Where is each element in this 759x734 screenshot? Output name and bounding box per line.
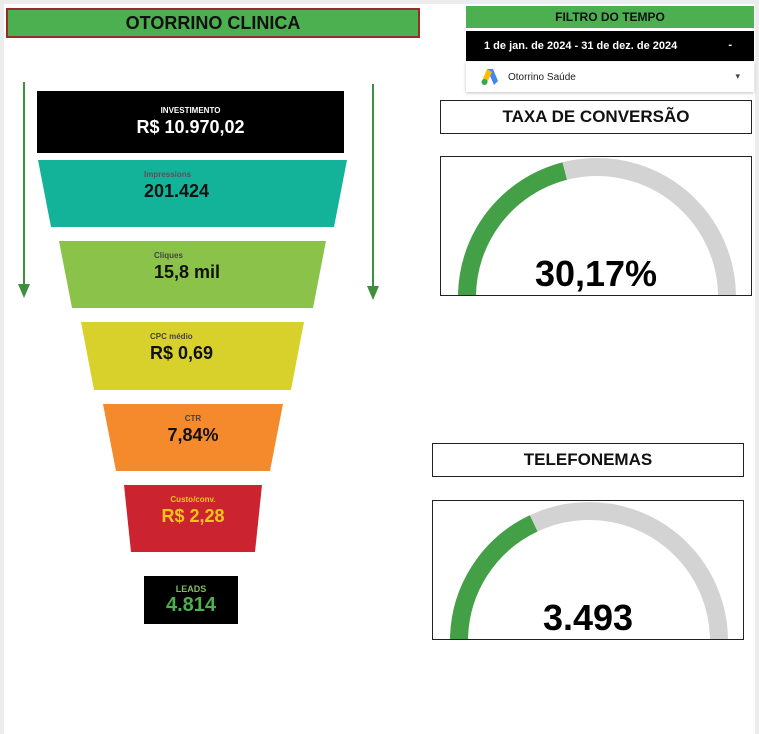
taxa-conversao-gauge: 30,17% [440,156,752,296]
ctr-label: CTR [184,414,202,423]
right-down-arrow-icon [367,84,379,300]
cliques-value: 15,8 mil [154,262,221,282]
funnel-shape-cpc [81,322,304,390]
funnel-ctr: CTR 7,84% [116,414,270,446]
left-down-arrow-icon [18,82,30,298]
cpc-value: R$ 0,69 [150,343,214,363]
telefonemas-value: 3.493 [542,597,634,638]
ctr-value: 7,84% [167,425,219,445]
telefonemas-gauge-fill [450,515,538,639]
date-range-picker[interactable]: 1 de jan. de 2024 - 31 de dez. de 2024 - [466,31,754,61]
page-title: OTORRINO CLINICA [6,8,420,38]
leads-value: 4.814 [165,593,217,616]
funnel-shape-impressoes [38,160,347,227]
investimento-label: INVESTIMENTO [160,106,221,115]
cpc-label: CPC médio [150,332,193,341]
funnel-leads: LEADS 4.814 [144,576,238,624]
funnel-investimento: INVESTIMENTO R$ 10.970,02 [37,91,344,153]
funnel-shape-ctr [103,404,283,471]
date-range-value: 1 de jan. de 2024 - 31 de dez. de 2024 [484,40,678,52]
custo-value: R$ 2,28 [161,506,225,526]
cliques-label: Cliques [154,251,183,260]
date-range-dropdown-icon[interactable]: - [728,39,732,51]
funnel-impressoes: Impressions 201.424 [144,170,209,202]
leads-label: LEADS [175,583,207,594]
google-ads-icon [481,69,498,85]
funnel-shape-custo [124,485,262,552]
account-dropdown-icon[interactable]: ▾ [735,71,740,81]
funnel-custo: Custo/conv. R$ 2,28 [131,495,255,527]
taxa-conversao-title: TAXA DE CONVERSÃO [440,100,752,134]
custo-label: Custo/conv. [170,495,216,504]
investimento-value: R$ 10.970,02 [136,117,245,137]
taxa-conversao-value: 30,17% [534,253,658,294]
taxa-gauge-fill [458,162,568,295]
funnel-shape-cliques [59,241,326,308]
account-label: Otorrino Saúde [508,71,576,83]
dashboard-page: OTORRINO CLINICA FILTRO DO TEMPO 1 de ja… [4,4,755,734]
time-filter-heading: FILTRO DO TEMPO [466,6,754,28]
funnel-shapes [37,91,347,552]
funnel-cpc: CPC médio R$ 0,69 [150,332,213,364]
telefonemas-title: TELEFONEMAS [432,443,744,477]
account-selector[interactable]: Otorrino Saúde ▾ [466,62,754,92]
funnel-shape-investimento [37,91,344,153]
telefonemas-gauge: 3.493 [432,500,744,640]
impressoes-value: 201.424 [144,181,210,201]
impressoes-label: Impressions [144,170,192,179]
funnel-cliques: Cliques 15,8 mil [154,251,220,283]
